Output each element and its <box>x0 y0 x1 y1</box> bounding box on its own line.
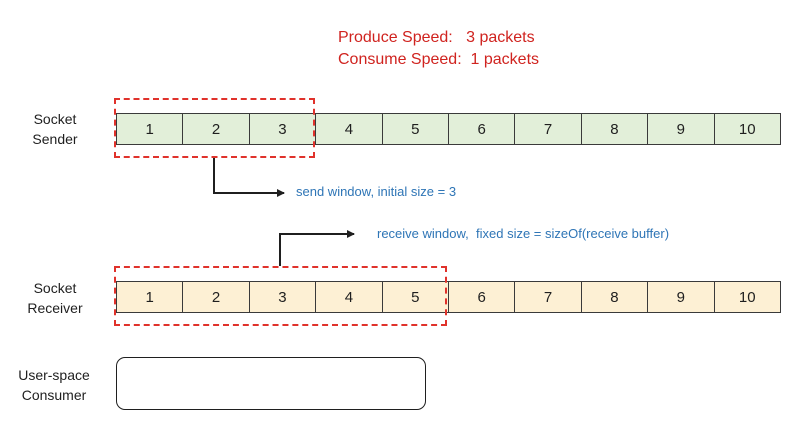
consumer-label-line2: Consumer <box>21 387 87 403</box>
sender-cell-5: 5 <box>382 114 449 144</box>
receiver-label-line2: Receiver <box>27 300 83 316</box>
produce-speed-label: Produce Speed: <box>338 29 453 46</box>
sender-cell-2: 2 <box>183 114 250 144</box>
receiver-cell-2: 2 <box>183 282 250 312</box>
sender-cell-6: 6 <box>448 114 516 144</box>
send-window-outline <box>114 98 315 158</box>
consume-speed-value: 1 packets <box>470 51 540 68</box>
sender-cell-7: 7 <box>515 114 582 144</box>
produce-speed-line: Produce Speed: 3 packets <box>338 28 535 48</box>
produce-speed-value: 3 packets <box>466 29 535 46</box>
consume-speed-line: Consume Speed: 1 packets <box>338 50 539 70</box>
consumer-label-line1: User-space <box>18 367 90 383</box>
receiver-buffer: 1 2 3 4 5 6 7 8 9 10 <box>116 281 781 313</box>
receive-window-outline <box>114 266 447 326</box>
send-window-note: send window, initial size = 3 <box>296 184 457 199</box>
receiver-cell-8: 8 <box>581 282 649 312</box>
receiver-cell-4: 4 <box>316 282 383 312</box>
sender-cell-10: 10 <box>714 114 781 144</box>
sender-label-line1: Socket <box>33 111 77 127</box>
sender-cell-4: 4 <box>316 114 383 144</box>
receiver-cell-7: 7 <box>515 282 582 312</box>
receiver-cell-3: 3 <box>249 282 317 312</box>
sender-cell-9: 9 <box>648 114 715 144</box>
receiver-cell-6: 6 <box>448 282 516 312</box>
sender-buffer: 1 2 3 4 5 6 7 8 9 10 <box>116 113 781 145</box>
receive-window-note: receive window, fixed size = sizeOf(rece… <box>377 226 670 241</box>
sender-label-line2: Sender <box>32 131 78 147</box>
sender-cell-8: 8 <box>581 114 649 144</box>
receiver-cell-1: 1 <box>117 282 184 312</box>
sender-label: Socket Sender <box>10 109 100 149</box>
consumer-box <box>116 357 426 410</box>
receiver-cell-9: 9 <box>648 282 715 312</box>
sender-cell-1: 1 <box>117 114 184 144</box>
consumer-label: User-space Consumer <box>2 365 106 405</box>
receiver-label: Socket Receiver <box>10 278 100 318</box>
receiver-label-line1: Socket <box>33 280 77 296</box>
sender-cell-3: 3 <box>249 114 317 144</box>
receiver-cell-10: 10 <box>714 282 781 312</box>
send-window-arrow <box>213 158 285 197</box>
receiver-cell-5: 5 <box>382 282 449 312</box>
receive-window-arrow <box>279 230 355 266</box>
consume-speed-label: Consume Speed: <box>338 51 462 68</box>
